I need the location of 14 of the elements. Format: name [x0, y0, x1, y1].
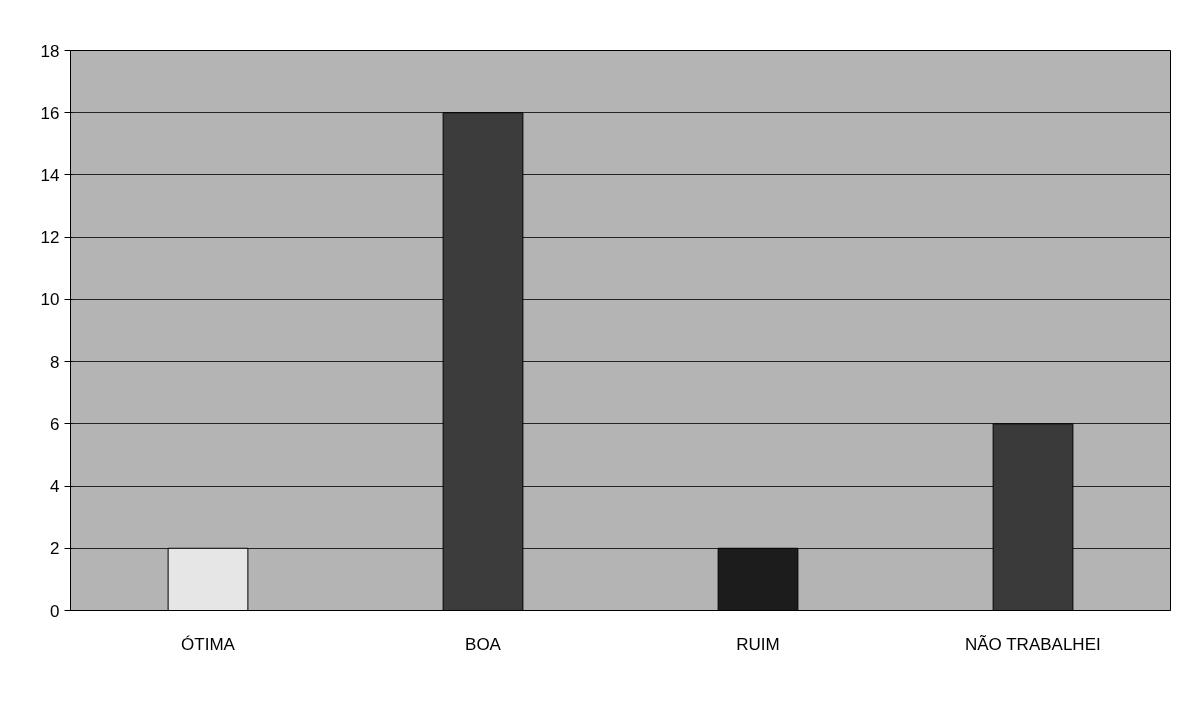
y-tick-label: 4	[50, 477, 60, 497]
x-tick-label: RUIM	[736, 634, 780, 654]
y-tick-label: 14	[40, 165, 60, 185]
y-tick-label: 18	[40, 41, 60, 61]
y-tick-label: 0	[50, 601, 60, 621]
x-tick-label: BOA	[465, 634, 502, 654]
x-tick-label: ÓTIMA	[181, 634, 236, 654]
y-tick-label: 10	[40, 290, 60, 310]
y-tick-label: 16	[40, 103, 60, 123]
y-tick-label: 2	[50, 539, 60, 559]
y-tick-label: 6	[50, 414, 60, 434]
x-tick-label: NÃO TRABALHEI	[964, 634, 1101, 654]
y-tick-label: 8	[50, 352, 60, 372]
y-tick-label: 12	[40, 228, 60, 248]
